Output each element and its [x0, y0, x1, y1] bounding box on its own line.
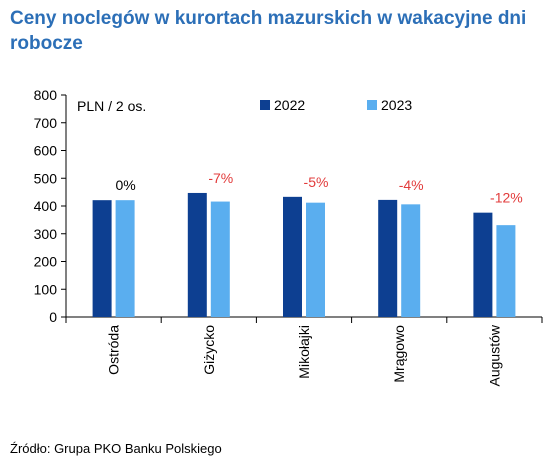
change-label: -7%: [208, 170, 233, 186]
y-tick-label: 700: [34, 115, 58, 131]
x-tick-label: Giżycko: [201, 325, 217, 375]
bar-2022: [473, 212, 493, 317]
y-tick-label: 300: [34, 226, 58, 242]
y-tick-label: 200: [34, 254, 58, 270]
bar-2022: [92, 200, 112, 317]
bar-2022: [378, 199, 398, 317]
bar-2023: [401, 204, 421, 317]
y-tick-label: 0: [49, 309, 57, 325]
bar-2023: [115, 200, 135, 317]
change-label: -4%: [399, 177, 424, 193]
source-note: Źródło: Grupa PKO Banku Polskiego: [10, 441, 222, 456]
y-tick-label: 800: [34, 87, 58, 103]
x-tick-label: Mikołajki: [296, 325, 312, 379]
legend-swatch-2023: [367, 100, 377, 110]
x-tick-label: Augustów: [486, 324, 502, 386]
bar-2023: [496, 225, 516, 317]
x-tick-label: Ostróda: [106, 325, 122, 375]
x-tick-label: Mrągowo: [391, 325, 407, 383]
change-label: -12%: [490, 190, 523, 206]
y-tick-label: 500: [34, 170, 58, 186]
legend-swatch-2022: [260, 100, 270, 110]
legend-label-2023: 2023: [381, 97, 412, 113]
chart-title: Ceny noclegów w kurortach mazurskich w w…: [10, 8, 527, 54]
y-tick-label: 400: [34, 198, 58, 214]
unit-label: PLN / 2 os.: [77, 98, 146, 114]
bar-2022: [283, 196, 302, 317]
change-label: 0%: [115, 177, 135, 193]
y-tick-label: 600: [34, 143, 58, 159]
legend-label-2022: 2022: [274, 97, 305, 113]
bar-2022: [187, 192, 207, 317]
y-tick-label: 100: [34, 281, 58, 297]
change-label: -5%: [304, 174, 329, 190]
bar-2023: [306, 202, 325, 317]
bar-2023: [210, 201, 230, 317]
